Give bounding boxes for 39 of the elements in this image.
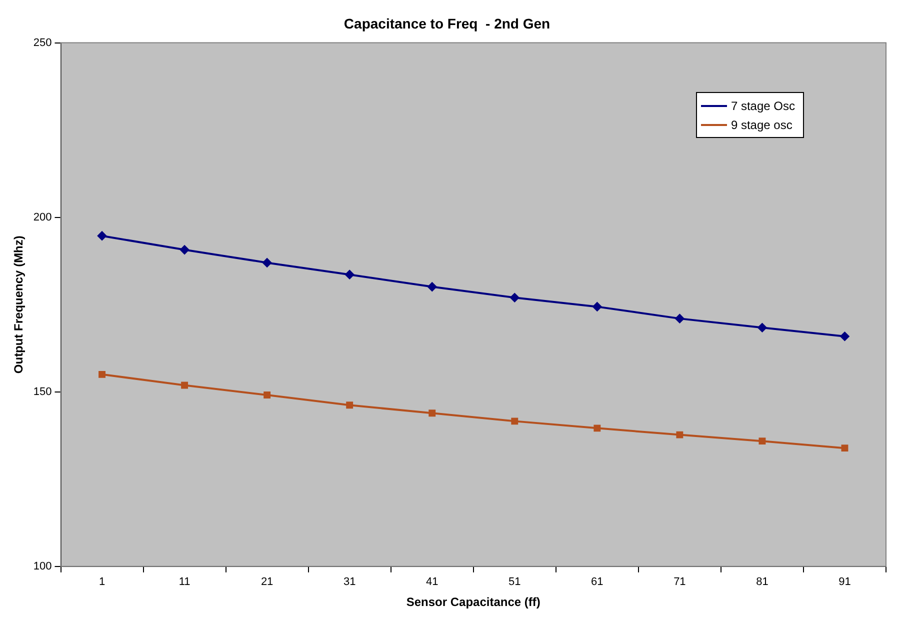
point [428,282,437,292]
point [345,270,354,280]
chart-title: Capacitance to Freq - 2nd Gen [344,15,550,32]
point [180,245,190,254]
y-tick-label: 100 [33,560,52,572]
x-tick-label: 91 [838,576,851,588]
point [841,444,848,452]
x-tick-label: 11 [178,576,190,588]
y-axis-title: Output Frequency (Mhz) [12,236,26,374]
x-tick-label: 1 [98,576,106,588]
point [675,314,684,324]
x-tick-label: 31 [343,576,356,588]
point [758,323,767,332]
point [758,438,766,445]
point [840,332,850,341]
point [594,424,601,432]
y-tick-label: 200 [33,211,52,224]
point [262,258,272,268]
point [676,431,684,438]
x-tick-label: 61 [591,576,604,588]
x-tick-label: 71 [674,576,686,588]
point [264,392,271,398]
point [346,402,354,409]
point [98,231,107,240]
x-axis-title: Sensor Capacitance (ff) [406,595,540,610]
x-tick-label: 41 [426,576,438,588]
x-tick-label: 81 [756,576,768,588]
point [98,370,106,378]
y-tick-label: 150 [33,386,52,398]
x-tick-label: 21 [260,576,274,588]
point [181,382,188,389]
legend-label: 7 stage Osc [730,98,795,112]
point [510,293,520,302]
legend-label: 9 stage osc [730,118,792,132]
point [592,302,602,312]
point [428,410,436,417]
point [511,418,518,425]
y-tick-label: 250 [33,36,52,49]
x-tick-label: 51 [508,576,521,588]
